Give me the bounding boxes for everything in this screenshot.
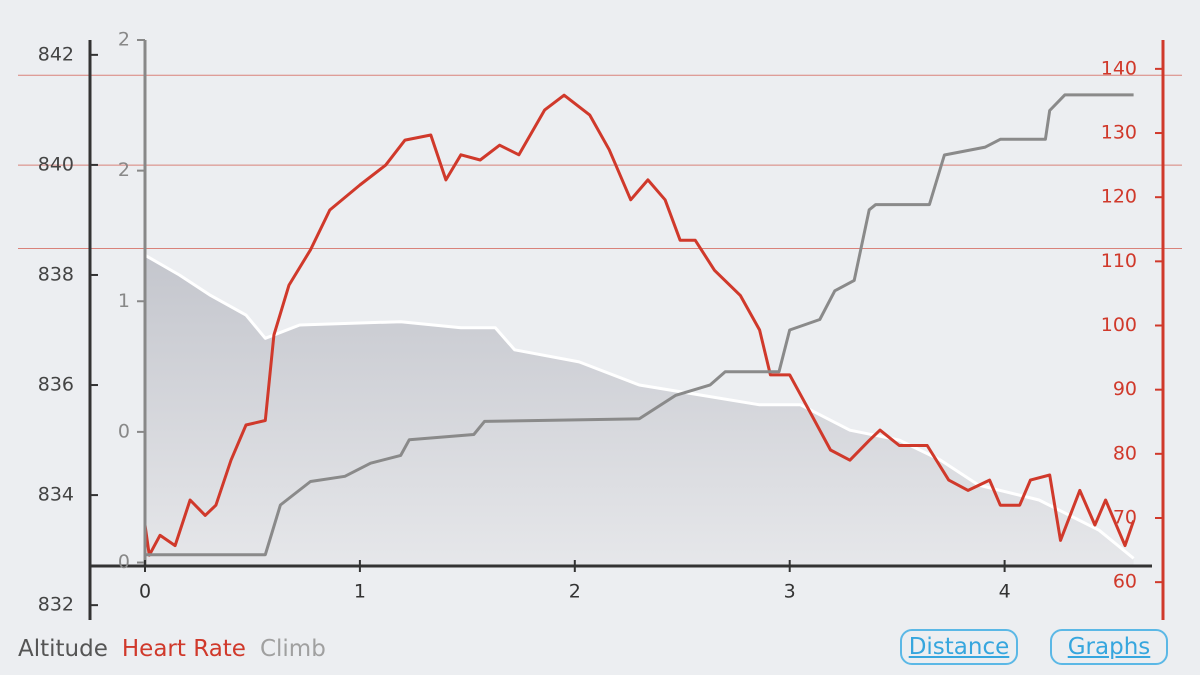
y-tick-label: 834 [38,484,74,506]
legend-entry: Climb [259,636,326,662]
y3-tick-label: 0 [118,551,130,573]
x-tick-label: 4 [999,581,1011,603]
y-tick-label: 838 [38,263,74,285]
y3-tick-label: 2 [118,29,130,51]
x-tick-label: 0 [139,581,151,603]
y-tick-label: 832 [38,594,74,616]
series-line [143,93,1136,557]
distance-button[interactable]: Distance [900,629,1018,665]
y2-tick-label: 60 [1113,571,1137,593]
y3-tick-label: 0 [118,420,130,442]
legend-entry: Heart Rate [121,636,246,662]
y2-tick-label: 140 [1101,57,1137,79]
y2-tick-label: 110 [1101,250,1137,272]
y2-tick-label: 70 [1113,506,1137,528]
legend-entry: Altitude [18,636,108,662]
legend: Altitude Heart Rate Climb [18,636,340,662]
y3-tick-label: 1 [118,290,130,312]
series-line [144,253,1135,560]
y2-tick-label: 130 [1101,122,1137,144]
x-tick-label: 1 [354,581,366,603]
y2-tick-label: 90 [1113,378,1137,400]
chart: 8328348368388408426070809010011012013014… [18,29,1182,620]
y2-tick-label: 80 [1113,442,1137,464]
y3-tick-label: 2 [118,159,130,181]
altitude-area [145,255,1134,566]
x-tick-label: 3 [784,581,796,603]
x-tick-label: 2 [569,581,581,603]
y-tick-label: 840 [38,153,74,175]
series-line [145,93,1134,557]
y2-tick-label: 100 [1101,314,1137,336]
graphs-button[interactable]: Graphs [1050,629,1168,665]
y-tick-label: 842 [38,43,74,65]
y2-tick-label: 120 [1101,186,1137,208]
y-tick-label: 836 [38,374,74,396]
